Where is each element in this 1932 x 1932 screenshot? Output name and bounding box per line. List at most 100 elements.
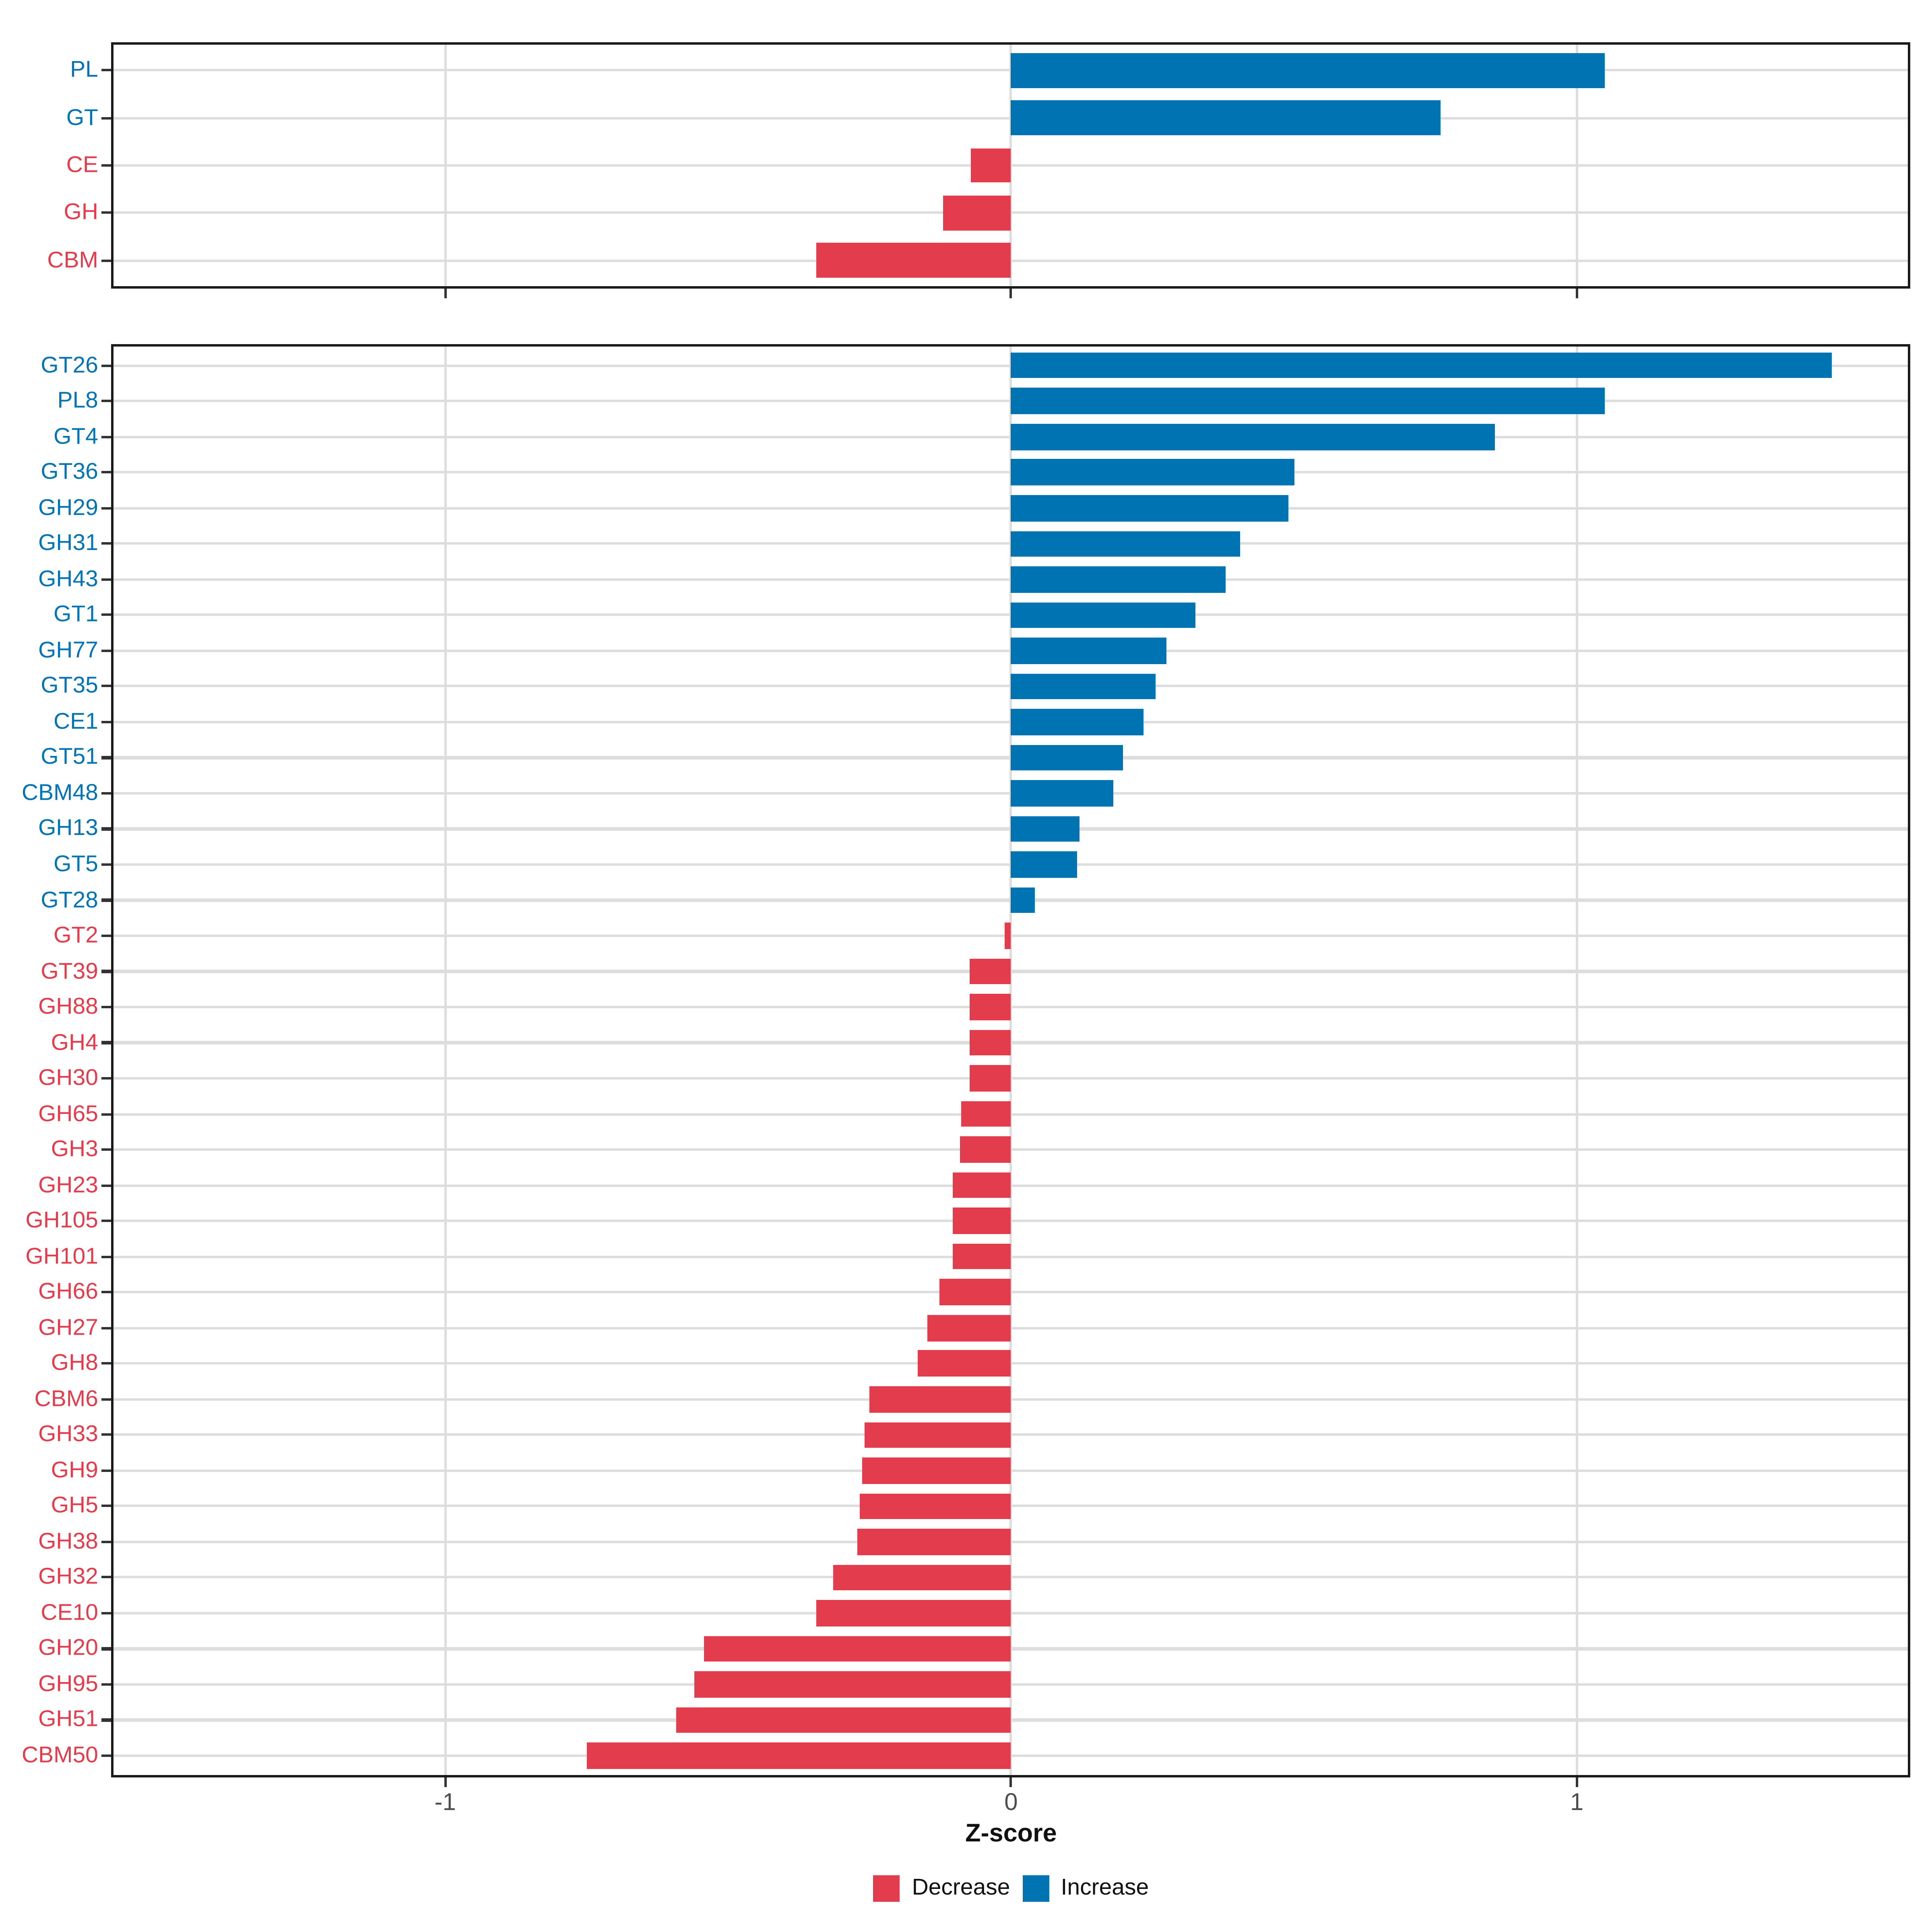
x-axis-tick (1575, 1777, 1578, 1787)
x-axis-tick (444, 1777, 447, 1787)
y-axis-label-GH8: GH8 (51, 1351, 98, 1377)
legend-swatch-decrease (873, 1875, 900, 1902)
y-axis-tick (101, 1754, 111, 1757)
bar-GH105 (953, 1208, 1011, 1234)
y-axis-tick (101, 435, 111, 438)
gridline-horizontal (111, 1077, 1911, 1080)
gridline-horizontal (111, 1362, 1911, 1365)
y-axis-tick (101, 685, 111, 688)
y-axis-tick (101, 542, 111, 545)
gridline-horizontal (111, 1041, 1911, 1044)
y-axis-tick (101, 364, 111, 367)
y-axis-tick (101, 116, 111, 120)
y-axis-label-GH23: GH23 (38, 1172, 98, 1198)
y-axis-tick (101, 1505, 111, 1508)
bar-GH30 (969, 1065, 1011, 1092)
y-axis-label-GH105: GH105 (25, 1208, 98, 1234)
gridline-horizontal (111, 211, 1911, 215)
y-axis-tick (101, 720, 111, 723)
y-axis-tick (101, 1220, 111, 1222)
legend-item-increase: Increase (1022, 1875, 1149, 1902)
y-axis-label-GH88: GH88 (38, 994, 98, 1020)
x-tick-label--1: -1 (434, 1790, 456, 1816)
y-axis-tick (101, 1433, 111, 1437)
gridline-vertical (1575, 344, 1578, 1777)
y-axis-label-GT51: GT51 (41, 745, 98, 770)
bar-CBM48 (1011, 780, 1113, 807)
legend-label-decrease: Decrease (912, 1875, 1010, 1901)
y-axis-label-GH20: GH20 (38, 1636, 98, 1662)
y-axis-label-CE10: CE10 (41, 1600, 98, 1626)
bottom-panel-cazyme-families: GT26 PL8 GT4 GT36 GH29 GH31 GH43 GT1 GH77 GT35 CE1… (22, 344, 1911, 1787)
y-axis-tick (101, 899, 111, 902)
gridline-horizontal (111, 1291, 1911, 1294)
bar-GH13 (1011, 816, 1079, 842)
gridline-horizontal (111, 1505, 1911, 1508)
y-axis-tick (101, 828, 111, 830)
bar-CE1 (1011, 709, 1144, 735)
y-axis-label-CBM48: CBM48 (21, 780, 98, 806)
legend: Decrease Increase (111, 1875, 1911, 1902)
bar-GH (943, 195, 1011, 231)
gridline-horizontal (111, 1326, 1911, 1329)
y-axis-tick (101, 1469, 111, 1472)
y-axis-label-CE: CE (66, 153, 98, 178)
bar-PL (1011, 53, 1605, 88)
y-axis-tick (101, 164, 111, 167)
y-axis-tick (101, 1719, 111, 1721)
y-axis-label-GH95: GH95 (38, 1672, 98, 1697)
y-axis-label-GH31: GH31 (38, 531, 98, 557)
y-axis-tick (101, 1077, 111, 1080)
gridline-horizontal (111, 1576, 1911, 1579)
y-axis-tick (101, 1005, 111, 1009)
gridline-horizontal (111, 934, 1911, 937)
y-axis-tick (101, 1647, 111, 1650)
gridline-horizontal (111, 1255, 1911, 1258)
gridline-horizontal (111, 1540, 1911, 1543)
bar-GH3 (959, 1137, 1011, 1163)
gridline-horizontal (111, 1719, 1911, 1721)
x-axis-tick (1009, 1777, 1013, 1787)
bar-GT1 (1011, 602, 1195, 628)
gridline-horizontal (111, 1612, 1911, 1614)
y-axis-label-GT4: GT4 (54, 424, 98, 450)
legend-item-decrease: Decrease (873, 1875, 1010, 1902)
gridline-horizontal (111, 1005, 1911, 1009)
bar-GH31 (1011, 530, 1241, 557)
gridline-horizontal (111, 1683, 1911, 1686)
bar-GH27 (928, 1315, 1011, 1341)
bar-GH8 (917, 1350, 1011, 1377)
bar-PL8 (1011, 388, 1605, 414)
gridline-horizontal (111, 1433, 1911, 1437)
y-axis-label-CBM: CBM (47, 248, 98, 273)
y-axis-tick (101, 756, 111, 759)
y-axis-tick (101, 1291, 111, 1294)
y-axis-label-GT39: GT39 (41, 959, 98, 985)
x-axis-tick (444, 289, 447, 299)
bar-GT51 (1011, 744, 1123, 771)
y-axis-tick (101, 1326, 111, 1329)
y-axis-label-GH5: GH5 (51, 1493, 98, 1519)
y-axis-tick (101, 1398, 111, 1401)
y-axis-label-GH9: GH9 (51, 1457, 98, 1483)
bar-GT2 (1004, 923, 1011, 949)
bar-CBM50 (586, 1742, 1011, 1769)
y-axis-label-GT35: GT35 (41, 673, 98, 699)
y-axis-label-GH13: GH13 (38, 816, 98, 842)
y-axis-tick (101, 507, 111, 510)
x-axis-tick (1009, 289, 1013, 299)
y-axis-tick (101, 69, 111, 72)
bar-GH5 (859, 1493, 1011, 1519)
y-axis-tick (101, 471, 111, 474)
bar-CBM (815, 243, 1011, 278)
gridline-horizontal (111, 1220, 1911, 1222)
y-axis-label-GT: GT (66, 105, 98, 131)
y-axis-tick (101, 400, 111, 402)
bar-GT28 (1011, 887, 1035, 913)
bar-GH95 (694, 1671, 1011, 1698)
y-axis-label-GH66: GH66 (38, 1280, 98, 1305)
y-axis-label-GT26: GT26 (41, 353, 98, 378)
y-axis-tick (101, 792, 111, 795)
x-axis-title: Z-score (965, 1820, 1057, 1847)
